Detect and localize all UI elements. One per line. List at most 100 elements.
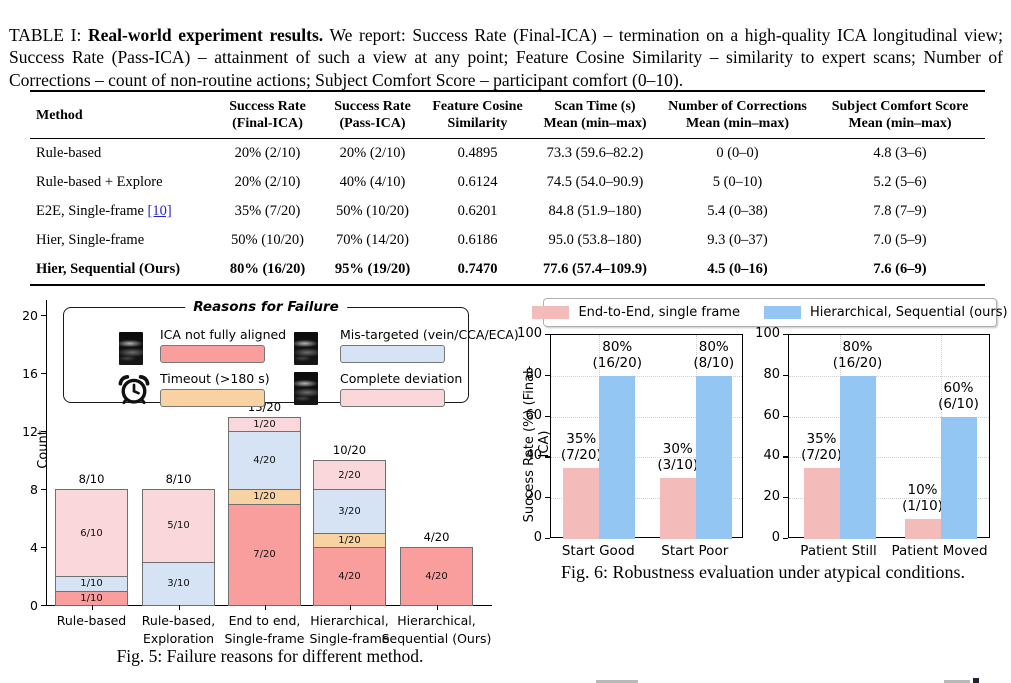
fig6-bar-annotation: 80% (8/10) xyxy=(693,338,735,372)
table-row: Rule-based + Explore 20% (2/10) 40% (4/10)… xyxy=(30,168,985,197)
fig6-gridline-h xyxy=(551,457,742,459)
cutoff-text-fragment xyxy=(973,678,979,683)
fig5-x-tickmark xyxy=(178,605,180,610)
fig5-y-tickmark xyxy=(41,373,46,375)
table-body: Rule-based 20% (2/10) 20% (2/10) 0.4895 73.3… xyxy=(30,139,985,286)
table-caption-rest: We report: Success Rate (Final-ICA) – te… xyxy=(9,24,1003,90)
table-cell: 74.5 (54.0–90.9) xyxy=(546,174,644,190)
fig6-x-tick-label: Start Poor xyxy=(661,543,729,559)
table-header-row: Method Success Rate (Final-ICA) Success Rat… xyxy=(30,91,985,139)
fig5-x-tick-label: Hierarchical, Sequential (Ours) xyxy=(381,613,492,646)
fig5-caption: Fig. 5: Failure reasons for different me… xyxy=(116,646,424,666)
fig6-plots: 35% (7/20) 80% (16/20) 30% (3/10) 80% (8/10) 0 20… xyxy=(515,296,1011,596)
table-header-cell: Feature Cosine Similarity xyxy=(425,91,530,139)
table-cell: 20% (2/10) xyxy=(234,145,301,161)
ultrasound-thumbnail xyxy=(294,372,318,405)
ultrasound-thumbnail xyxy=(294,332,318,365)
results-table-wrap: Method Success Rate (Final-ICA) Success Rat… xyxy=(30,90,985,286)
table-cell: 20% (2/10) xyxy=(339,145,406,161)
fig6-bar-annotation: 35% (7/20) xyxy=(560,430,602,464)
ultrasound-thumbnail xyxy=(119,332,143,365)
table-cell: 9.3 (0–37) xyxy=(707,232,768,248)
fig6-y-tickmark xyxy=(545,334,550,336)
fig6-y-tick-label: 20 xyxy=(763,489,780,505)
fig5-y-tickmark xyxy=(41,431,46,433)
fig5-bar-segment: 4/20 xyxy=(228,431,301,490)
table-header-cell: Success Rate (Final-ICA) xyxy=(215,91,320,139)
fig6-legend-swatch xyxy=(763,306,801,319)
fig5-bar-segment: 6/10 xyxy=(55,489,128,577)
fig5-plot: 0 4 8 12 16 20 1/10 1/10 6/10 8/10 Rule-based 3/10 5… xyxy=(22,292,510,683)
fig6-gridline-h xyxy=(789,375,989,377)
fig5-y-tickmark xyxy=(41,489,46,491)
table-cell: 95.0 (53.8–180) xyxy=(548,232,642,248)
table-cell: 73.3 (59.6–82.2) xyxy=(546,145,644,161)
fig6-legend-entry: End-to-End, single frame xyxy=(532,305,740,320)
fig5-y-tick-label: 0 xyxy=(30,598,38,613)
fig5-legend-swatch xyxy=(340,345,445,363)
table-header-cell: Success Rate (Pass-ICA) xyxy=(320,91,425,139)
fig6-gridline-h xyxy=(551,375,742,377)
fig6-bar xyxy=(659,477,696,539)
table-cell-method: Rule-based xyxy=(36,145,102,161)
table-cell: 5.4 (0–38) xyxy=(707,203,768,219)
fig6-x-tick-label: Patient Moved xyxy=(891,543,988,559)
fig6-y-tickmark xyxy=(545,374,550,377)
fig5-bar-segment: 2/20 xyxy=(313,460,386,490)
table-caption-bold: Real-world experiment results. xyxy=(88,24,324,45)
table-cell-method: E2E, Single-frame [10] xyxy=(36,203,172,219)
fig6-caption: Fig. 6: Robustness evaluation under atyp… xyxy=(561,562,965,582)
table-cell: 50% (10/20) xyxy=(231,232,304,248)
fig5-y-tickmark xyxy=(41,605,46,607)
fig5-legend-swatch xyxy=(160,389,265,407)
fig6-bar xyxy=(803,467,840,539)
table-cell: 7.6 (6–9) xyxy=(873,261,927,277)
fig5-bar-total-label: 4/20 xyxy=(423,530,450,544)
fig6-y-tick-label: 0 xyxy=(771,530,780,545)
fig6-y-tickmark xyxy=(783,538,788,540)
table-row: Rule-based 20% (2/10) 20% (2/10) 0.4895 73.3… xyxy=(30,139,985,169)
fig5-bar-total-label: 10/20 xyxy=(332,443,367,457)
fig5-bar-total-label: 8/10 xyxy=(78,472,105,486)
fig6-x-tick-label: Patient Still xyxy=(800,543,877,559)
fig6-gridline-h xyxy=(789,457,989,459)
table-cell: 0.7470 xyxy=(457,261,498,277)
table-cell: 50% (10/20) xyxy=(336,203,409,219)
fig6-legend-swatch xyxy=(532,306,570,319)
table-cell: 7.8 (7–9) xyxy=(873,203,927,219)
fig6-y-tick-label: 20 xyxy=(525,489,542,505)
fig6-y-tick-label: 80 xyxy=(525,366,542,382)
table-caption-prefix: TABLE I: xyxy=(9,24,82,45)
table-cell-method: Rule-based + Explore xyxy=(36,174,163,190)
fig6-y-tick-label: 40 xyxy=(525,448,542,464)
cutoff-text-fragment xyxy=(596,680,638,683)
cutoff-text-fragment xyxy=(944,680,970,683)
fig6-bar-annotation: 80% (16/20) xyxy=(832,338,883,372)
fig5-bar-segment: 5/10 xyxy=(142,489,215,563)
fig6-bar-annotation: 10% (1/10) xyxy=(902,481,943,515)
fig5-legend-entry-label: ICA not fully aligned xyxy=(160,327,287,342)
fig5-legend-swatch xyxy=(160,345,265,363)
fig6-y-tick-label: 100 xyxy=(755,326,780,341)
table-cell-method: Hier, Single-frame xyxy=(36,232,145,248)
fig5-bar-segment: 1/20 xyxy=(228,489,301,505)
citation-link[interactable]: [10] xyxy=(147,203,172,219)
fig6-gridline-h xyxy=(551,498,742,500)
fig6-bar xyxy=(940,416,977,539)
fig6-y-tickmark xyxy=(783,374,788,377)
fig5-bar-segment: 1/20 xyxy=(228,416,301,432)
fig6-y-tickmark xyxy=(545,538,550,540)
fig6-y-tickmark xyxy=(545,497,550,499)
fig6: End-to-End, single frame Hierarchical, Se… xyxy=(515,296,1011,596)
fig6-legend-entry: Hierarchical, Sequential (ours) xyxy=(763,305,1008,320)
table-cell: 70% (14/20) xyxy=(336,232,409,248)
fig6-subplot: 35% (7/20) 80% (16/20) 30% (3/10) 80% (8/10) xyxy=(550,334,743,539)
fig5-bar-segment: 4/20 xyxy=(400,547,473,606)
fig6-y-tick-label: 60 xyxy=(763,407,780,423)
table-header-cell: Scan Time (s) Mean (min–max) xyxy=(530,91,660,139)
fig5-x-tickmark xyxy=(264,605,266,610)
table-cell: 77.6 (57.4–109.9) xyxy=(543,261,647,277)
fig5-x-tickmark xyxy=(436,605,438,610)
fig5-legend-title: Reasons for Failure xyxy=(185,299,347,315)
